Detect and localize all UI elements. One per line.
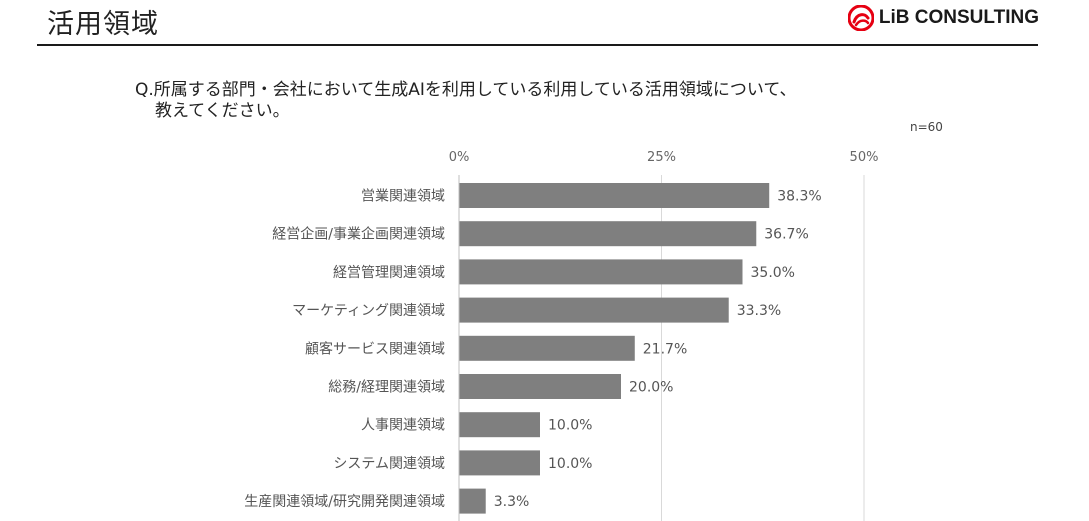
category-label: 経営企画/事業企画関連領域 [272,226,445,243]
category-label: システム関連領域 [333,455,445,472]
header-divider [37,44,1038,46]
x-tick-label: 25% [647,150,676,165]
bar [459,221,757,247]
lib-logo-icon [847,5,874,31]
category-label: 営業関連領域 [361,188,445,205]
bar [459,374,621,399]
page-title: 活用領域 [47,9,159,40]
company-logo: LiB CONSULTING [847,5,1039,31]
bar [459,335,635,361]
survey-question: Q.所属する部門・会社において生成AIを利用している利用している活用領域について… [135,80,797,122]
bar [459,297,729,323]
data-label: 38.3% [777,189,821,205]
bar [459,259,743,285]
logo-text: LiB CONSULTING [878,7,1039,28]
data-label: 35.0% [751,265,795,281]
question-line-2: 教えてください。 [155,101,290,121]
data-label: 21.7% [643,341,687,357]
question-line-1: Q.所属する部門・会社において生成AIを利用している利用している活用領域について… [135,80,797,100]
x-tick-label: 50% [850,150,879,165]
bar [459,412,540,438]
data-label: 20.0% [629,380,673,396]
data-label: 10.0% [548,418,592,434]
category-label: マーケティング関連領域 [292,302,445,319]
data-label: 10.0% [548,456,592,472]
data-label: 33.3% [737,303,781,319]
bar [459,183,770,208]
category-label: 総務/経理関連領域 [328,379,445,396]
category-label: 顧客サービス関連領域 [305,340,445,357]
sample-size-label: n=60 [910,120,943,134]
x-tick-label: 0% [449,150,470,165]
bar [459,488,486,514]
data-label: 36.7% [764,227,808,243]
category-label: 生産関連領域/研究開発関連領域 [244,493,445,510]
category-label: 経営管理関連領域 [333,264,445,281]
category-label: 人事関連領域 [361,417,445,434]
data-label: 3.3% [494,494,530,510]
bar [459,450,540,476]
